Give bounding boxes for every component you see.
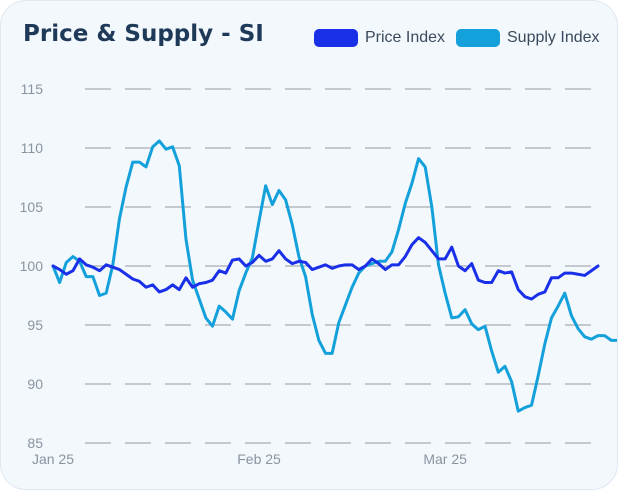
y-tick-label-90: 90	[27, 376, 43, 392]
x-tick-label-mar-25: Mar 25	[423, 451, 467, 467]
legend-item-supply-index[interactable]: Supply Index	[456, 27, 600, 49]
x-tick-label-feb-25: Feb 25	[237, 451, 281, 467]
chart-title: Price & Supply - SI	[23, 21, 264, 47]
series-line-supply-index	[51, 139, 617, 413]
y-tick-label-115: 115	[21, 81, 44, 97]
legend-label-supply-index: Supply Index	[507, 29, 600, 46]
series-lines	[51, 139, 617, 413]
legend-label-price-index: Price Index	[365, 29, 446, 46]
y-tick-label-95: 95	[27, 317, 43, 333]
y-tick-label-100: 100	[20, 258, 44, 274]
y-tick-label-85: 85	[27, 435, 43, 451]
legend-item-price-index[interactable]: Price Index	[314, 27, 445, 49]
x-tick-label-jan-25: Jan 25	[32, 451, 74, 467]
legend-swatch-price-index	[314, 29, 358, 47]
series-line-price-index	[51, 236, 600, 301]
y-axis-ticks: 85 90 95 100 105 110 115	[20, 81, 44, 451]
y-tick-label-110: 110	[21, 140, 44, 156]
x-axis-ticks: Jan 25 Feb 25 Mar 25	[32, 451, 467, 467]
legend-swatch-supply-index	[456, 29, 500, 47]
y-tick-label-105: 105	[20, 199, 44, 215]
